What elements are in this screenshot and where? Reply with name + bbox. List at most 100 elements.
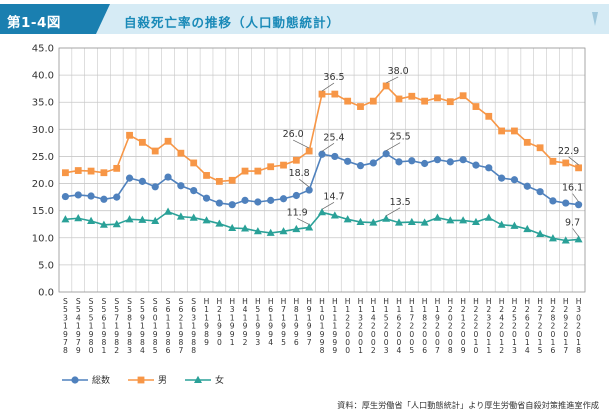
series-point bbox=[112, 220, 121, 228]
series-point bbox=[215, 219, 224, 227]
series-point bbox=[408, 92, 416, 100]
series-point bbox=[497, 220, 506, 228]
series-point bbox=[472, 161, 480, 169]
series-point bbox=[99, 220, 108, 228]
series-point bbox=[510, 221, 519, 229]
series-point bbox=[137, 376, 145, 383]
series-point bbox=[190, 187, 198, 195]
series-point bbox=[498, 174, 506, 182]
legend-label: 女 bbox=[215, 376, 225, 386]
series-point bbox=[536, 188, 544, 196]
series-point bbox=[433, 213, 442, 221]
series-point bbox=[241, 167, 249, 175]
series-point bbox=[318, 90, 326, 98]
legend-label: 男 bbox=[158, 376, 168, 386]
series-point bbox=[253, 227, 262, 235]
series-point bbox=[523, 182, 531, 190]
series-point bbox=[562, 159, 570, 167]
series-lines bbox=[61, 82, 583, 244]
series-point bbox=[138, 215, 147, 223]
series-point bbox=[100, 195, 108, 203]
series-point bbox=[484, 213, 493, 221]
series-point bbox=[369, 159, 377, 167]
series-point bbox=[62, 169, 69, 177]
series-point bbox=[523, 224, 532, 233]
series-point bbox=[382, 214, 391, 222]
series-point bbox=[357, 103, 364, 110]
y-tick-label: 20.0 bbox=[32, 179, 54, 190]
series-point bbox=[382, 82, 390, 90]
series-point bbox=[472, 103, 480, 110]
y-tick-label: 10.0 bbox=[32, 233, 54, 244]
data-label-leader bbox=[297, 218, 310, 225]
series-point bbox=[151, 183, 159, 191]
series-point bbox=[228, 201, 236, 209]
series-point bbox=[369, 97, 377, 105]
series-point bbox=[408, 157, 416, 165]
y-tick-label: 25.0 bbox=[32, 152, 54, 163]
series-point bbox=[125, 174, 134, 182]
series-point bbox=[292, 156, 300, 164]
series-point bbox=[279, 227, 288, 235]
series-point bbox=[331, 90, 339, 98]
series-point bbox=[176, 212, 185, 220]
data-label-leader bbox=[572, 228, 579, 237]
figure-number: 第1-4図 bbox=[7, 15, 61, 31]
series-point bbox=[356, 162, 365, 170]
series-point bbox=[177, 182, 185, 190]
series-point bbox=[194, 375, 203, 383]
plot-border bbox=[58, 47, 586, 293]
series-point bbox=[344, 157, 352, 165]
legend-label: 総数 bbox=[92, 376, 111, 386]
y-tick-label: 5.0 bbox=[38, 260, 54, 271]
series-point bbox=[562, 199, 570, 207]
series-point bbox=[203, 172, 210, 179]
series-point bbox=[177, 149, 185, 157]
series-point bbox=[305, 223, 314, 231]
data-label: 25.4 bbox=[323, 132, 344, 143]
series-point bbox=[446, 98, 454, 106]
series-point bbox=[305, 147, 313, 155]
series-point bbox=[459, 216, 468, 224]
series-point bbox=[87, 192, 95, 200]
data-label-leader bbox=[298, 178, 310, 188]
data-label-leader bbox=[385, 207, 401, 217]
data-label-leader bbox=[293, 139, 310, 149]
data-label-leader bbox=[321, 142, 335, 152]
y-tick-label: 0.0 bbox=[38, 288, 54, 299]
series-point bbox=[138, 177, 146, 185]
data-label-leader bbox=[568, 156, 579, 166]
series-point bbox=[356, 217, 365, 226]
series-point bbox=[215, 177, 223, 185]
source-note: 資料：厚生労働省「人口動態統計」より厚生労働省自殺対策推進室作成 bbox=[337, 400, 599, 410]
series-point bbox=[164, 173, 172, 181]
series-point bbox=[279, 195, 288, 203]
series-point bbox=[61, 192, 70, 201]
data-label: 26.0 bbox=[283, 129, 304, 140]
series-point bbox=[382, 150, 390, 158]
series-point bbox=[215, 199, 223, 207]
series-point bbox=[343, 215, 352, 223]
series-point bbox=[574, 201, 583, 209]
series-point bbox=[164, 207, 173, 215]
y-tick-label: 40.0 bbox=[32, 71, 54, 82]
legend-item: 総数 bbox=[62, 373, 110, 386]
data-label: 36.5 bbox=[323, 72, 344, 83]
series-point bbox=[395, 95, 403, 103]
